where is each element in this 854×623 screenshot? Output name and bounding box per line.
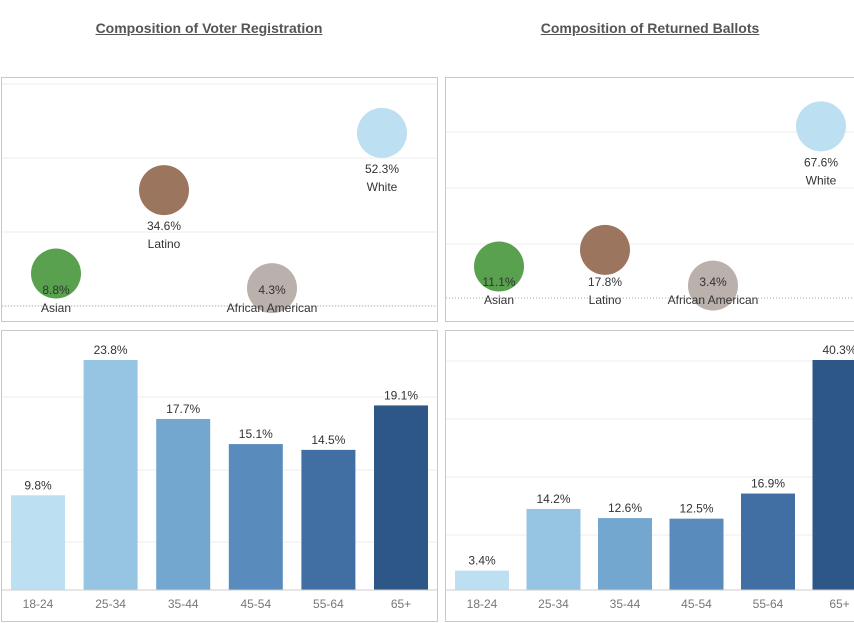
bar-value-45-54: 12.5% [679, 502, 713, 516]
x-tick-55-64: 55-64 [753, 597, 784, 611]
x-tick-18-24: 18-24 [467, 597, 498, 611]
bar-value-55-64: 14.5% [311, 433, 345, 447]
bar-45-54 [228, 444, 283, 590]
bar-25-34 [83, 360, 138, 590]
bubble-value-asian: 11.1% [482, 275, 515, 289]
bubble-label-african-american: African American [668, 293, 759, 307]
bubble-latino [139, 165, 189, 216]
bubble-value-african-american: 4.3% [258, 283, 286, 297]
bubble-value-asian: 8.8% [42, 283, 70, 297]
bubble-asian [474, 241, 524, 292]
bar-value-35-44: 12.6% [608, 501, 642, 515]
bar-35-44 [156, 418, 211, 590]
x-tick-65: 65+ [391, 597, 411, 611]
bar-25-34 [526, 508, 581, 590]
bubble-value-white: 67.6% [804, 155, 838, 169]
x-tick-45-54: 45-54 [681, 597, 712, 611]
ballots-ethnicity-chart: 11.1% Asian 17.8% Latino 3.4% African America… [446, 101, 854, 311]
bubble-asian [31, 248, 81, 299]
x-tick-45-54: 45-54 [240, 597, 271, 611]
ballots-age-chart: 3.4% 18-24 14.2% 25-34 12.6% 35-44 12.5% 45-54 1… [446, 343, 854, 611]
bubble-white [796, 101, 846, 152]
x-tick-18-24: 18-24 [23, 597, 54, 611]
chart-title-returned-ballots: Composition of Returned Ballots [540, 20, 760, 36]
bar-value-18-24: 9.8% [24, 478, 52, 492]
bubble-value-latino: 17.8% [588, 275, 622, 289]
bar-value-35-44: 17.7% [166, 402, 200, 416]
x-tick-35-44: 35-44 [168, 597, 199, 611]
bubble-value-african-american: 3.4% [699, 275, 727, 289]
x-tick-25-34: 25-34 [538, 597, 569, 611]
bubble-label-asian: Asian [41, 301, 71, 315]
ballots-age-panel: 3.4% 18-24 14.2% 25-34 12.6% 35-44 12.5% 45-54 1… [445, 330, 854, 622]
bar-value-25-34: 14.2% [536, 492, 570, 506]
bar-65 [374, 405, 428, 590]
bar-value-45-54: 15.1% [239, 427, 273, 441]
bar-value-55-64: 16.9% [751, 477, 785, 491]
bubble-african-american [688, 260, 738, 311]
bubble-label-white: White [367, 180, 398, 194]
bubble-value-white: 52.3% [365, 162, 399, 176]
registration-age-panel: 9.8% 18-24 23.8% 25-34 17.7% 35-44 15.1% 45-54 1… [1, 330, 438, 622]
bar-45-54 [669, 518, 724, 590]
bar-value-18-24: 3.4% [468, 554, 496, 568]
bar-35-44 [598, 518, 652, 590]
bubble-label-latino: Latino [148, 237, 181, 251]
registration-ethnicity-panel: 8.8% Asian 34.6% Latino 4.3% African American… [1, 77, 438, 322]
bar-55-64 [741, 493, 795, 590]
bar-18-24 [11, 495, 65, 590]
bar-value-65: 19.1% [384, 388, 418, 402]
bubble-african-american [247, 263, 297, 314]
x-tick-55-64: 55-64 [313, 597, 344, 611]
registration-age-chart: 9.8% 18-24 23.8% 25-34 17.7% 35-44 15.1% 45-54 1… [2, 343, 437, 611]
bubble-white [357, 107, 407, 158]
bubble-label-asian: Asian [484, 293, 514, 307]
x-tick-65: 65+ [829, 597, 849, 611]
bubble-label-african-american: African American [227, 301, 318, 315]
bar-55-64 [301, 449, 356, 590]
x-tick-35-44: 35-44 [610, 597, 641, 611]
registration-ethnicity-chart: 8.8% Asian 34.6% Latino 4.3% African American… [2, 83, 437, 315]
chart-title-voter-registration: Composition of Voter Registration [95, 20, 323, 36]
bar-18-24 [455, 570, 509, 590]
bar-value-65: 40.3% [822, 343, 854, 357]
x-tick-25-34: 25-34 [95, 597, 126, 611]
bar-value-25-34: 23.8% [94, 343, 128, 357]
bubble-label-white: White [806, 173, 837, 187]
bubble-value-latino: 34.6% [147, 219, 181, 233]
bubble-label-latino: Latino [589, 293, 622, 307]
bubble-latino [580, 224, 630, 275]
ballots-ethnicity-panel: 11.1% Asian 17.8% Latino 3.4% African America… [445, 77, 854, 322]
bar-65 [812, 360, 854, 590]
